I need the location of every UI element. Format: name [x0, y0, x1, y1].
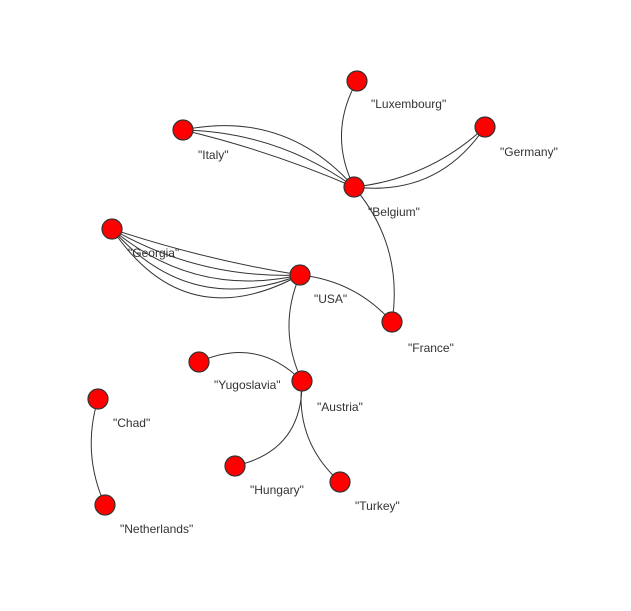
edge-austria-hungary-1	[235, 381, 302, 466]
edge-germany-belgium-2	[354, 127, 485, 187]
node-usa[interactable]	[290, 265, 310, 285]
node-label-belgium: "Belgium"	[368, 205, 420, 219]
nodes-layer	[88, 71, 495, 515]
node-label-yugoslavia: "Yugoslavia"	[214, 378, 281, 392]
node-label-france: "France"	[408, 341, 454, 355]
node-turkey[interactable]	[330, 472, 350, 492]
node-georgia[interactable]	[102, 219, 122, 239]
edge-yugoslavia-austria-1	[199, 353, 302, 381]
node-label-luxembourg: "Luxembourg"	[371, 97, 446, 111]
node-label-usa: "USA"	[314, 292, 347, 306]
node-yugoslavia[interactable]	[189, 352, 209, 372]
node-germany[interactable]	[475, 117, 495, 137]
edge-usa-austria-1	[289, 275, 302, 381]
node-netherlands[interactable]	[95, 495, 115, 515]
node-label-austria: "Austria"	[317, 400, 363, 414]
node-belgium[interactable]	[344, 177, 364, 197]
edge-luxembourg-belgium-1	[341, 81, 357, 187]
node-chad[interactable]	[88, 389, 108, 409]
node-label-netherlands: "Netherlands"	[120, 522, 193, 536]
node-label-germany: "Germany"	[500, 145, 558, 159]
node-label-italy: "Italy"	[198, 148, 229, 162]
edges-layer	[91, 81, 485, 505]
node-italy[interactable]	[173, 120, 193, 140]
node-label-chad: "Chad"	[113, 416, 150, 430]
edge-chad-netherlands-1	[91, 399, 105, 505]
node-austria[interactable]	[292, 371, 312, 391]
node-luxembourg[interactable]	[347, 71, 367, 91]
node-label-hungary: "Hungary"	[250, 483, 304, 497]
node-label-turkey: "Turkey"	[355, 499, 400, 513]
node-france[interactable]	[382, 312, 402, 332]
node-label-georgia: "Georgia"	[128, 246, 179, 260]
edge-austria-turkey-1	[301, 381, 340, 482]
node-hungary[interactable]	[225, 456, 245, 476]
labels-layer: "Luxembourg" "Germany" "Italy" "Belgium" "Ge…	[113, 97, 558, 536]
edge-germany-belgium-1	[354, 127, 485, 188]
edge-georgia-usa-5	[112, 229, 300, 298]
